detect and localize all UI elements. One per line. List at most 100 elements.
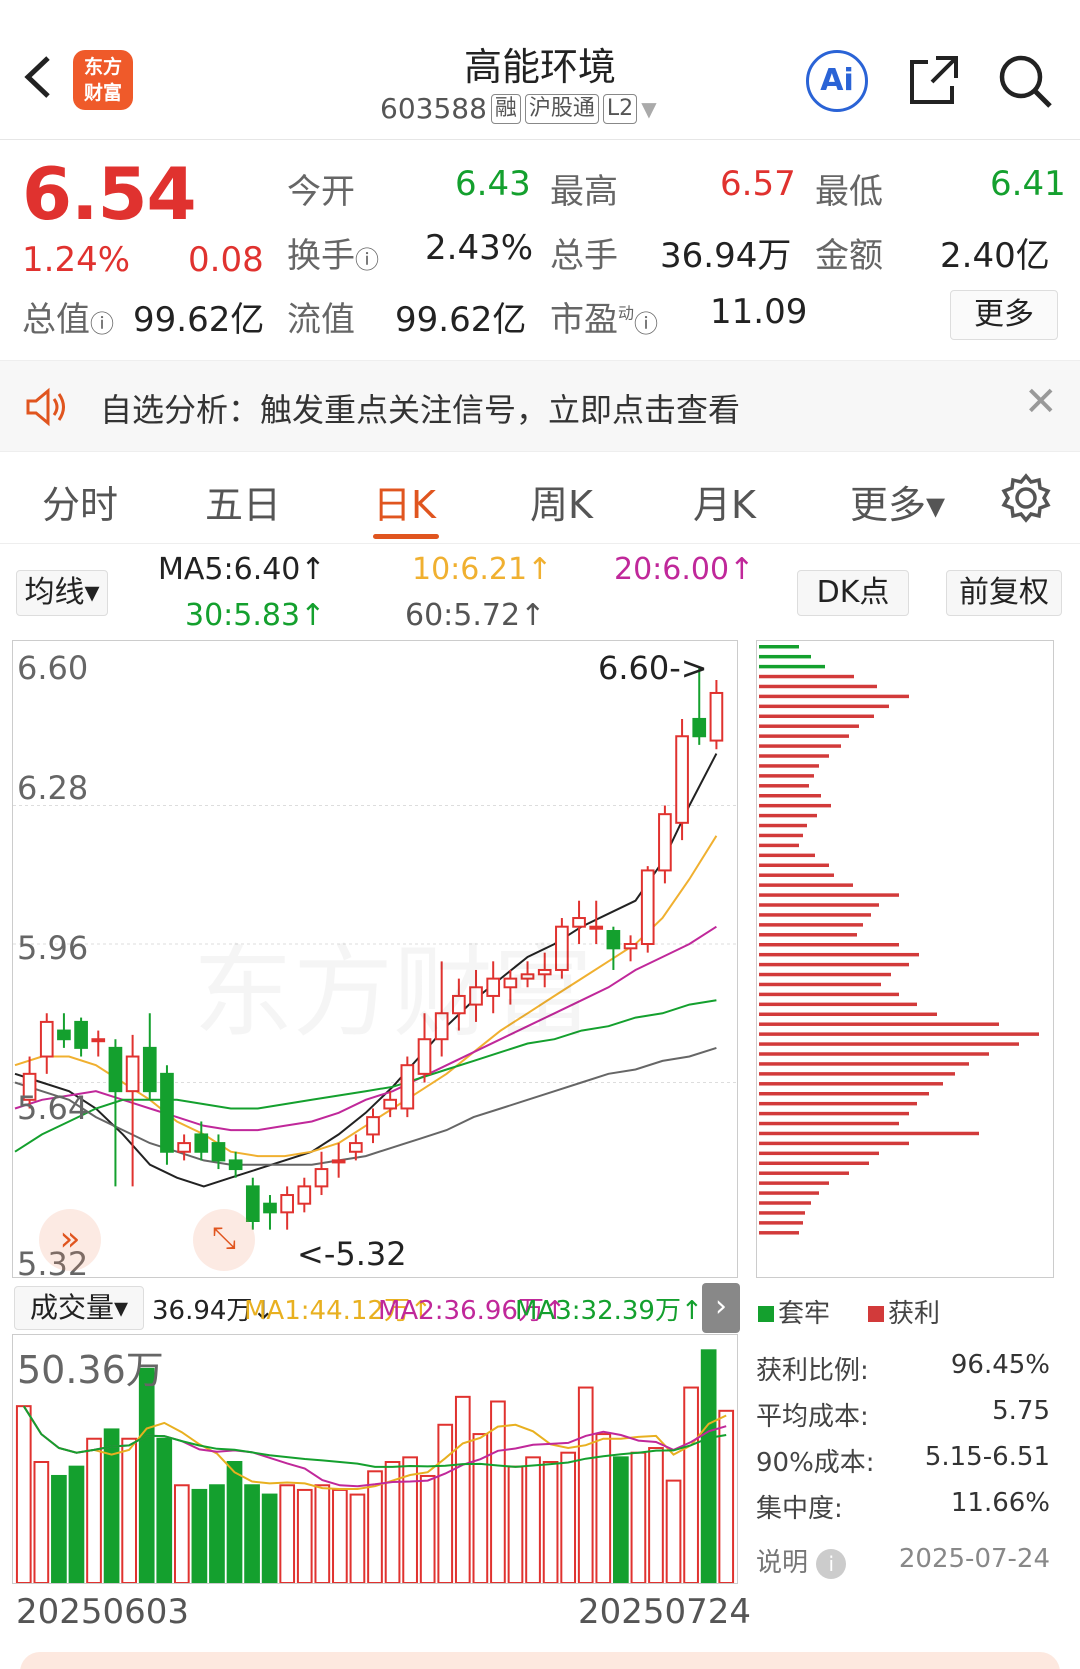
mktcap-label[interactable]: 总值ⓘ (22, 300, 114, 340)
tab-more[interactable]: 更多▾ (850, 483, 946, 527)
speaker-icon (26, 387, 65, 427)
share-icon[interactable] (906, 52, 962, 108)
volume-ma1-line (22, 1405, 727, 1490)
y-label-top: 6.60 (17, 649, 89, 687)
tab-intraday[interactable]: 分时 (42, 483, 119, 527)
candle-body (469, 986, 483, 1006)
volume-bar (296, 1488, 313, 1583)
chip-bar (759, 734, 849, 738)
chip-bar (759, 943, 899, 947)
candle-body (160, 1072, 174, 1153)
legend-trapped: 套牢 (758, 1293, 830, 1330)
mktcap-value: 99.62亿 (133, 300, 265, 340)
ai-icon[interactable]: Ai (806, 50, 868, 112)
volume-bar (349, 1493, 366, 1583)
note-link[interactable]: 说明 i (756, 1542, 847, 1579)
volume-bar (279, 1484, 296, 1583)
chip-bar (759, 883, 853, 887)
candle-body (245, 1185, 260, 1222)
close-icon[interactable]: ✕ (1024, 379, 1058, 425)
chip-bar (759, 843, 799, 848)
stock-code: 603588 (380, 92, 487, 125)
chip-bar (759, 1072, 955, 1076)
chip-bar (759, 754, 829, 758)
chip-bar (759, 952, 919, 957)
cost90-value: 5.15-6.51 (924, 1442, 1050, 1472)
chip-bar (759, 694, 909, 699)
notice-banner[interactable]: 自选分析：触发重点关注信号，立即点击查看 ✕ (0, 360, 1080, 452)
tab-weekly-k[interactable]: 周K (530, 483, 593, 527)
tab-daily-k[interactable]: 日K (373, 483, 436, 527)
chevron-right-icon[interactable]: › (702, 1283, 740, 1333)
caret-down-icon: ▼ (641, 96, 657, 121)
adjust-button[interactable]: 前复权 (946, 570, 1062, 616)
volume-bar (490, 1400, 506, 1583)
chip-bar (759, 764, 819, 768)
volume-ma3: MA3:32.39万↑ (515, 1296, 703, 1326)
tab-five-day[interactable]: 五日 (205, 483, 282, 527)
candle-body (297, 1185, 312, 1205)
pe-value: 11.09 (710, 292, 808, 332)
period-tabs: 分时 五日 日K 周K 月K 更多▾ (0, 452, 1080, 544)
concentration-value: 11.66% (950, 1488, 1050, 1518)
volume-bar (173, 1484, 190, 1583)
candle-body (228, 1159, 243, 1171)
cost90-label: 90%成本: (756, 1448, 875, 1478)
volume-bar (648, 1447, 664, 1583)
candle-body (503, 977, 518, 989)
chip-bar (759, 1181, 829, 1185)
chip-bar (759, 972, 891, 977)
volume-selector[interactable]: 成交量▾ (14, 1286, 144, 1330)
chip-bar (759, 1062, 969, 1066)
current-price: 6.54 (22, 152, 197, 236)
pe-label[interactable]: 市盈动ⓘ (550, 300, 659, 340)
volume-bar (525, 1456, 541, 1583)
info-icon: ⓘ (355, 246, 379, 274)
bottom-action-bar[interactable] (20, 1652, 1060, 1669)
tab-underline (373, 534, 439, 539)
kline-svg (13, 667, 737, 1230)
fullscreen-icon[interactable]: ⤡ (193, 1209, 255, 1271)
more-button[interactable]: 更多 (950, 290, 1058, 340)
chip-bar (759, 1161, 869, 1166)
volume-bar (261, 1493, 278, 1583)
ma30-value: 30:5.83↑ (185, 598, 326, 633)
volume-chart[interactable]: 50.36万 (12, 1334, 738, 1584)
volume-bar (244, 1484, 260, 1583)
expand-arrows-icon[interactable]: » (39, 1209, 101, 1271)
volume-bar (103, 1428, 120, 1583)
chip-bar (759, 714, 874, 719)
kline-chart[interactable]: 东方财富 6.60 6.28 5.96 5.64 5.32 6.60-> <-5… (12, 640, 738, 1283)
turnover-value: 2.43% (425, 228, 534, 268)
candle-body (572, 917, 586, 928)
profit-ratio-value: 96.45% (950, 1350, 1050, 1380)
volume-bar (542, 1461, 559, 1583)
settings-gear-icon[interactable] (1000, 472, 1052, 524)
volume-bar (454, 1395, 471, 1583)
volume-bar (226, 1461, 243, 1583)
low-marker: <-5.32 (297, 1235, 407, 1273)
high-marker: 6.60-> (598, 649, 708, 687)
tab-monthly-k[interactable]: 月K (693, 483, 756, 527)
candle-body (108, 1046, 123, 1093)
stock-code-row[interactable]: 603588 融 沪股通 L2 ▼ (380, 92, 657, 125)
chip-bar (759, 873, 834, 877)
volume-bar (402, 1456, 418, 1583)
volume-bar (121, 1437, 137, 1583)
candle-body (383, 1098, 398, 1110)
info-icon: i (816, 1549, 847, 1579)
ma-selector[interactable]: 均线▾ (16, 570, 108, 616)
ma10-value: 10:6.21↑ (412, 552, 553, 587)
volume-bar (209, 1484, 225, 1583)
y-label-bottom: 5.32 (17, 1245, 89, 1283)
volume-bar (700, 1349, 717, 1583)
turnover-label[interactable]: 换手ⓘ (287, 236, 379, 276)
candle-body (537, 968, 552, 976)
search-icon[interactable] (996, 52, 1056, 112)
tag-margin: 融 (490, 93, 521, 124)
high-value: 6.57 (720, 164, 796, 204)
back-arrow-icon[interactable] (20, 52, 56, 102)
chip-bar (759, 1211, 805, 1215)
tag-level2: L2 (602, 93, 638, 124)
dk-point-button[interactable]: DK点 (797, 570, 909, 616)
